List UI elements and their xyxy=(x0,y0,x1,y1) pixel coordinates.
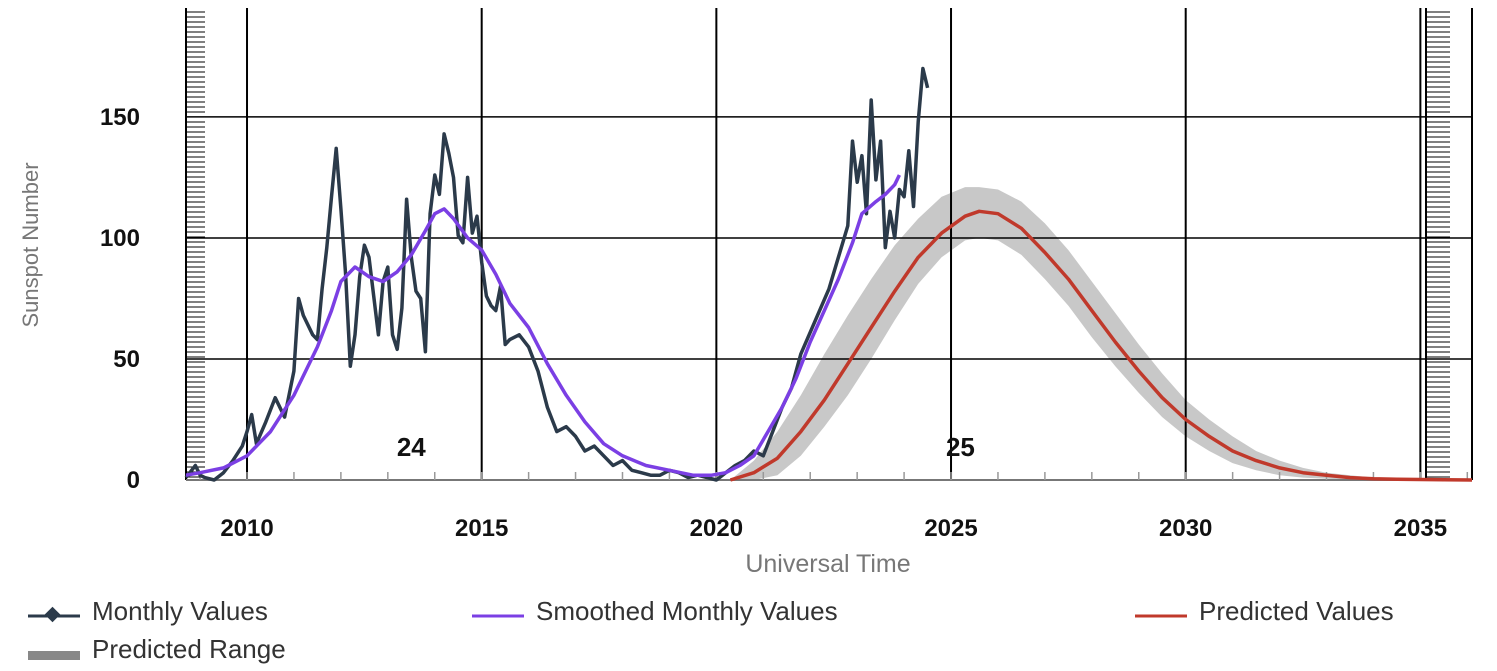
grid-layer xyxy=(185,8,1473,481)
series-line-smoothed-monthly-values xyxy=(185,174,901,477)
y-tick-label-50: 50 xyxy=(113,346,140,373)
cycle-annotation-layer: 24 25 xyxy=(397,432,975,462)
y-tick-label-100: 100 xyxy=(100,225,140,252)
predicted-range-band xyxy=(730,187,1472,480)
y-tick-label-150: 150 xyxy=(100,104,140,131)
y-tick-label-0: 0 xyxy=(127,467,140,494)
x-axis-label: Universal Time xyxy=(745,550,910,578)
tick-label-layer: 2010 2015 2020 2025 2030 2035 0 50 100 150 xyxy=(100,104,1447,542)
predicted-range-band-layer xyxy=(730,187,1472,480)
x-tick-label-2020: 2020 xyxy=(690,515,743,542)
series-line-predicted-values xyxy=(729,209,1473,482)
x-tick-label-2035: 2035 xyxy=(1394,515,1447,542)
cycle-label-24: 24 xyxy=(397,432,426,462)
series-layer xyxy=(184,66,1473,482)
x-tick-label-2015: 2015 xyxy=(455,515,508,542)
x-tick-label-2030: 2030 xyxy=(1159,515,1212,542)
cycle-label-25: 25 xyxy=(946,432,975,462)
x-tick-label-2010: 2010 xyxy=(220,515,273,542)
x-tick-label-2025: 2025 xyxy=(924,515,977,542)
y-axis-label: Sunspot Number xyxy=(18,162,43,327)
hatch-layer xyxy=(186,8,1450,480)
series-line-monthly-values xyxy=(184,66,930,482)
